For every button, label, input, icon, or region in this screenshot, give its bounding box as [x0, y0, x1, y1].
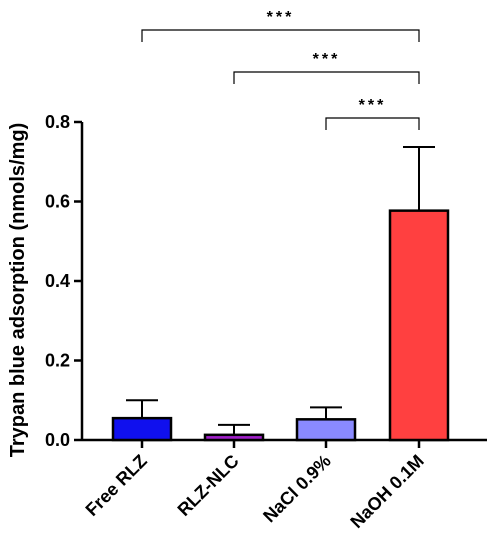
x-tick-label: Free RLZ — [82, 451, 151, 520]
significance-label: *** — [359, 97, 387, 114]
bar — [388, 209, 450, 442]
x-tick-label: NaOH 0.1M — [346, 451, 427, 532]
bars — [111, 209, 450, 442]
significance-label: *** — [313, 51, 341, 68]
significance-bracket — [233, 71, 420, 84]
bar — [203, 433, 265, 442]
x-tick-label: NaCl 0.9% — [259, 451, 335, 527]
significance-label: *** — [267, 9, 295, 26]
error-bars — [126, 146, 435, 435]
y-tick-label: 0.0 — [45, 430, 70, 450]
significance-brackets: *** *** *** — [141, 9, 420, 130]
bar — [111, 416, 173, 442]
y-tick-label: 0.2 — [45, 351, 70, 371]
y-tick-label: 0.6 — [45, 192, 70, 212]
significance-bracket — [325, 117, 420, 130]
significance-bracket — [141, 29, 420, 42]
y-tick-label: 0.8 — [45, 112, 70, 132]
y-axis-title: Trypan blue adsorption (nmols/mg) — [7, 123, 29, 457]
x-tick-label: RLZ-NLC — [174, 451, 243, 520]
y-tick-label: 0.4 — [45, 271, 70, 291]
bar — [295, 418, 357, 442]
